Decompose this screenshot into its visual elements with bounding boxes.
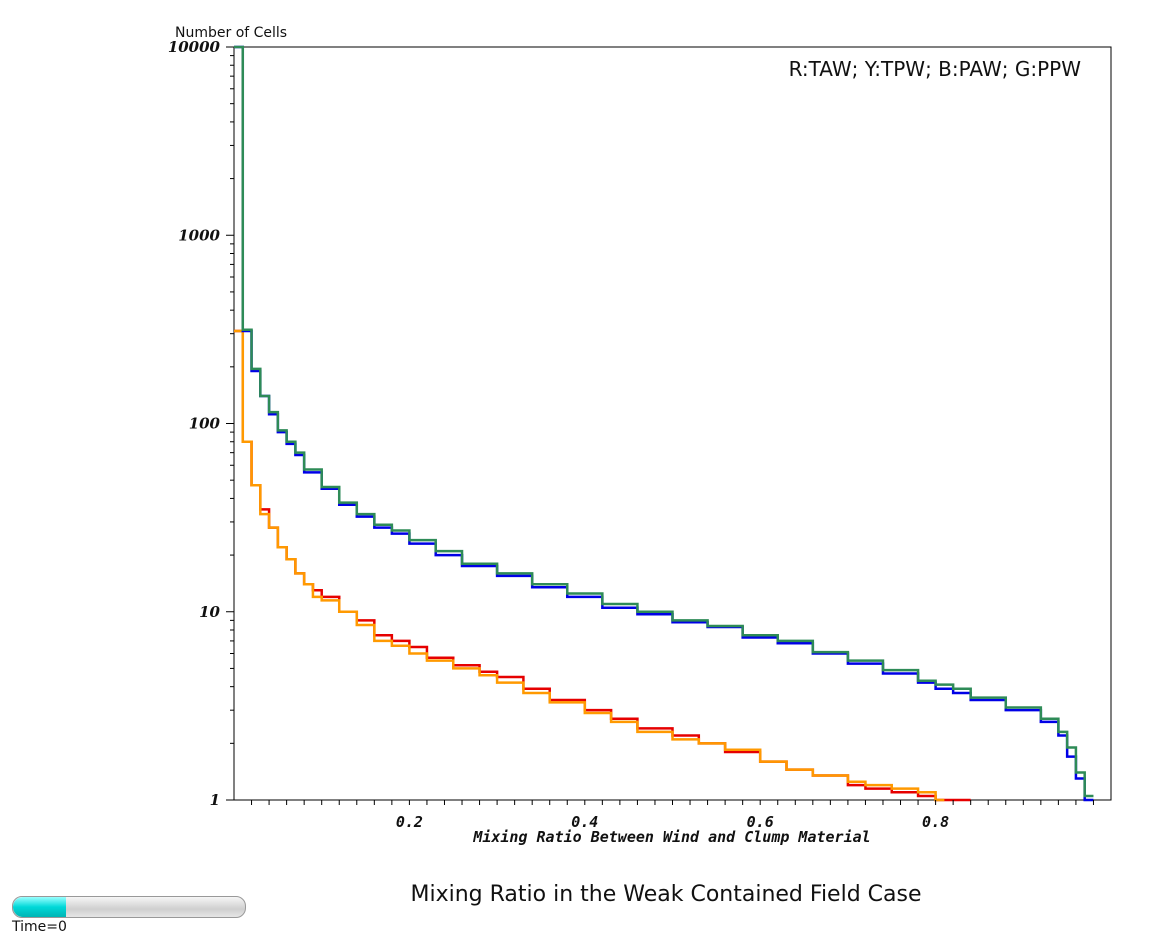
chart-title: Mixing Ratio in the Weak Contained Field…: [410, 882, 922, 907]
plot-frame: [233, 46, 1112, 801]
y-tick-label: 1: [210, 791, 220, 809]
y-tick-label: 10: [199, 603, 220, 621]
y-axis-label: Number of Cells: [175, 25, 288, 41]
x-tick-label: 0.6: [747, 813, 774, 831]
time-label: Time=0: [12, 919, 67, 935]
time-slider-fill: [13, 897, 67, 917]
series-taw: [234, 329, 971, 802]
x-tick-label: 0.2: [396, 813, 423, 831]
y-tick-label: 10000: [168, 38, 221, 56]
y-tick-label: 100: [189, 415, 221, 433]
time-slider[interactable]: [12, 896, 246, 918]
y-axis: 1 10 100 1000 10000: [168, 38, 234, 809]
legend: R:TAW; Y:TPW; B:PAW; G:PPW: [788, 57, 1081, 81]
series-ppw: [234, 45, 1094, 798]
series-paw: [234, 45, 1094, 802]
x-axis: 0.2 0.4 0.6 0.8: [251, 800, 1094, 831]
series-layer: [234, 45, 1094, 802]
y-tick-label: 1000: [178, 226, 220, 244]
x-tick-label: 0.8: [922, 813, 949, 831]
x-axis-label: Mixing Ratio Between Wind and Clump Mate…: [472, 828, 870, 846]
series-tpw: [234, 329, 945, 802]
x-tick-label: 0.4: [571, 813, 598, 831]
